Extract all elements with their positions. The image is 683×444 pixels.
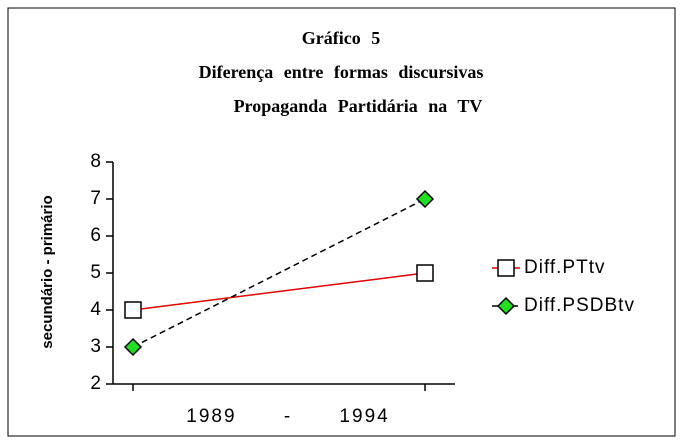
x-axis-label: 1989 - 1994 <box>186 406 389 427</box>
y-tick-label: 3 <box>90 336 101 357</box>
chart-subtitle: Propaganda Partidária na TV <box>234 96 483 116</box>
point <box>497 259 515 277</box>
y-tick-label: 2 <box>90 373 101 394</box>
y-tick-label: 7 <box>90 188 101 209</box>
chart-subtitle: Diferença entre formas discursivas <box>199 62 484 82</box>
y-tick-label: 5 <box>90 262 101 283</box>
series-line <box>132 198 426 348</box>
frame <box>7 7 676 437</box>
point <box>124 301 142 319</box>
point <box>415 189 435 209</box>
point <box>123 337 143 357</box>
y-tick-label: 4 <box>90 299 101 320</box>
legend-label: Diff.PTtv <box>524 257 606 278</box>
point <box>496 296 516 316</box>
y-tick-label: 8 <box>90 151 101 172</box>
legend-label: Diff.PSDBtv <box>524 295 635 316</box>
chart-title: Gráfico 5 <box>302 28 380 48</box>
point <box>416 264 434 282</box>
y-axis-label: secundário - primário <box>39 195 56 348</box>
y-tick-label: 6 <box>90 225 101 246</box>
series-line <box>132 272 426 311</box>
